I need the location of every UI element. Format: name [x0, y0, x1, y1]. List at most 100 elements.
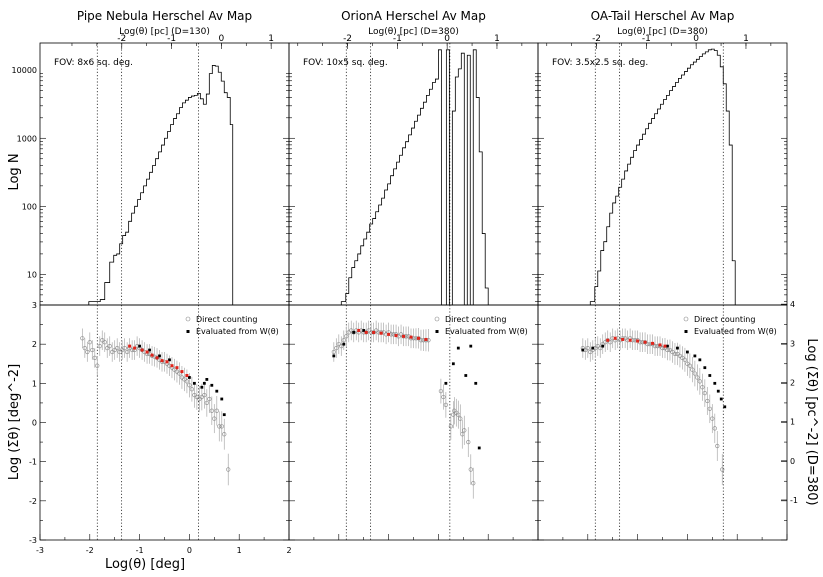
direct-counting-point [468, 467, 473, 472]
direct-counting-point [344, 334, 349, 339]
direct-counting-point [462, 428, 467, 433]
direct-counting-point [80, 336, 85, 341]
evaluated-point-red [170, 364, 174, 368]
evaluated-point-red [357, 328, 361, 332]
direct-counting-point [458, 416, 463, 421]
direct-counting-point [184, 379, 190, 384]
lower-ytick-label-3: 0 [32, 419, 37, 428]
evaluated-point [168, 358, 171, 362]
legend-marker-evaluated [684, 330, 688, 333]
panel-title-2: OrionA Herschel Av Map [341, 9, 486, 23]
evaluated-point [581, 348, 585, 352]
right-ytick-label-2: 1 [790, 418, 795, 427]
evaluated-point [188, 376, 191, 379]
y-axis-label-lower: Log (Σθ) [deg^-2] [7, 364, 22, 480]
evaluated-point [686, 350, 689, 354]
direct-counting-point [226, 467, 231, 472]
direct-counting-point [672, 351, 678, 357]
direct-counting-point [710, 416, 715, 421]
direct-counting-point [690, 367, 695, 372]
upper-frame-1 [39, 42, 290, 306]
histogram-3 [589, 48, 736, 305]
evaluated-point [591, 346, 595, 350]
evaluated-point-red [636, 339, 640, 343]
legend-direct-1: Direct counting [196, 315, 257, 324]
evaluated-point-red [416, 336, 420, 340]
direct-counting-point [331, 349, 336, 355]
evaluated-point-red [145, 350, 149, 354]
direct-counting-point [95, 363, 100, 368]
evaluated-point-red [663, 344, 667, 348]
evaluated-point-red [150, 353, 154, 357]
top-tick-label-3-0: -2 [592, 34, 601, 44]
evaluated-point [210, 383, 214, 387]
panel-title-3: OA-Tail Herschel Av Map [591, 9, 735, 23]
evaluated-point-red [379, 331, 383, 335]
direct-counting-point [700, 385, 705, 390]
direct-counting-point [438, 389, 443, 394]
right-ytick-label-0: -1 [790, 496, 798, 505]
direct-counting-point [585, 345, 590, 351]
direct-counting-point [695, 375, 700, 380]
evaluated-point-red [133, 346, 137, 350]
direct-counting-point [107, 344, 112, 349]
evaluated-point-red [409, 335, 413, 339]
direct-counting-point [115, 345, 120, 351]
evaluated-point-red [424, 337, 428, 341]
evaluated-point [708, 374, 712, 377]
direct-counting-point [451, 412, 456, 417]
direct-counting-point [418, 338, 424, 343]
evaluated-point [205, 378, 209, 381]
direct-counting-point [177, 371, 182, 376]
evaluated-point-red [155, 356, 159, 360]
direct-counting-point [92, 355, 97, 360]
lower-xtick-label-0: -3 [36, 546, 44, 555]
histogram-2 [340, 49, 489, 306]
direct-counting-point [466, 439, 471, 445]
direct-counting-point [202, 392, 207, 398]
direct-counting-point [82, 345, 87, 351]
lower-xtick-label-5: 2 [286, 546, 291, 555]
direct-counting-point [705, 398, 710, 404]
direct-counting-point [212, 416, 217, 421]
legend-evaluated-3: Evaluated from W(θ) [694, 327, 777, 336]
direct-counting-point [334, 345, 339, 351]
evaluated-point [477, 446, 481, 450]
evaluated-point-red [394, 334, 398, 338]
direct-counting-point [187, 383, 192, 388]
evaluated-point-red [364, 330, 368, 334]
evaluated-point-red [185, 374, 189, 377]
direct-counting-point [702, 391, 707, 396]
direct-counting-point [687, 363, 692, 368]
evaluated-point-red [165, 360, 169, 364]
direct-counting-point [207, 396, 212, 402]
direct-counting-point [682, 357, 688, 362]
direct-counting-point [471, 481, 476, 486]
direct-counting-point [660, 345, 665, 351]
top-axis-label-2: Log(θ) [pc] (D=380) [368, 27, 459, 37]
direct-counting-point [90, 347, 95, 353]
direct-counting-point [222, 432, 227, 437]
lower-ytick-label-5: 2 [32, 340, 37, 349]
lower-ytick-label-2: -1 [29, 458, 37, 467]
histogram-1 [88, 65, 234, 305]
logn-tick-label-2: 1000 [17, 134, 37, 143]
direct-counting-point [217, 424, 222, 429]
lower-ytick-label-0: -3 [29, 536, 37, 545]
direct-counting-point [645, 342, 650, 347]
evaluated-point [601, 344, 605, 348]
evaluated-point [148, 348, 151, 352]
top-tick-label-3-1: -1 [642, 34, 651, 44]
evaluated-point [220, 397, 224, 401]
evaluated-point-red [643, 340, 647, 344]
direct-counting-point [214, 408, 219, 413]
fov-label-2: FOV: 10x5 sq. deg. [303, 58, 388, 68]
direct-counting-point [652, 344, 658, 349]
legend-marker-evaluated [186, 330, 190, 333]
direct-counting-point [715, 443, 720, 449]
direct-counting-point [441, 394, 446, 400]
top-axis-label-3: Log(θ) [pc] (D=380) [617, 27, 708, 37]
top-tick-label-3-3: 1 [743, 34, 749, 44]
direct-counting-point [665, 347, 670, 353]
direct-counting-point [125, 349, 130, 355]
